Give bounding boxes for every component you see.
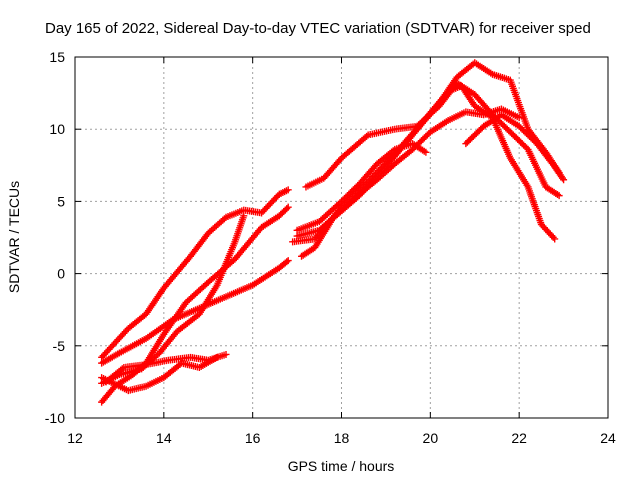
data-point	[515, 114, 523, 122]
x-tick-label: 18	[334, 430, 350, 446]
series-day-6	[102, 350, 230, 386]
data-point	[560, 176, 568, 184]
data-point	[283, 205, 291, 213]
data-point	[220, 215, 228, 223]
series-day-12	[462, 111, 568, 184]
x-axis-label: GPS time / hours	[288, 458, 395, 474]
y-tick-label: -10	[45, 410, 65, 426]
series-day-1	[98, 257, 292, 367]
x-tick-label: 16	[245, 430, 261, 446]
data-point	[551, 235, 559, 243]
data-point	[284, 257, 292, 265]
axis-ticks: 12 14 16 18 20 22 24 -10 -5 0 5 10 15	[45, 49, 616, 446]
y-tick-label: -5	[53, 338, 66, 354]
data-point	[284, 186, 292, 194]
data-point	[284, 203, 292, 211]
chart-title: Day 165 of 2022, Sidereal Day-to-day VTE…	[45, 20, 591, 37]
data-point	[422, 148, 430, 156]
data-point	[363, 132, 371, 140]
x-tick-label: 14	[156, 430, 172, 446]
y-tick-label: 10	[49, 121, 65, 137]
data-point	[222, 350, 230, 358]
data-point	[558, 174, 566, 182]
y-tick-label: 0	[57, 266, 65, 282]
y-axis-label: SDTVAR / TECUs	[6, 181, 22, 293]
x-tick-label: 20	[423, 430, 439, 446]
series-day-5	[98, 186, 292, 361]
x-tick-label: 12	[67, 430, 83, 446]
data-point	[118, 365, 126, 373]
data-point	[283, 258, 291, 266]
data-points	[98, 59, 568, 406]
y-tick-label: 15	[49, 49, 65, 65]
data-point	[555, 192, 563, 200]
x-tick-label: 24	[600, 430, 616, 446]
y-tick-label: 5	[57, 193, 65, 209]
data-point	[549, 233, 557, 241]
x-tick-label: 22	[511, 430, 527, 446]
